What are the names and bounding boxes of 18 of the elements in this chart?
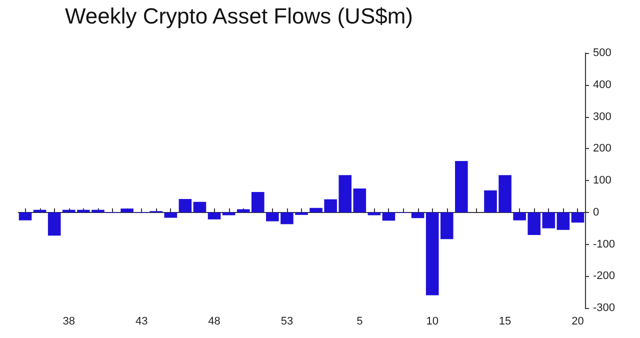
x-tick-label: 5 bbox=[356, 316, 363, 328]
y-tick-label: -100 bbox=[593, 238, 616, 250]
y-tick-label: -200 bbox=[593, 270, 616, 282]
y-tick-label: -300 bbox=[593, 302, 616, 314]
x-tick-label: 15 bbox=[498, 316, 512, 328]
x-tick-label: 10 bbox=[426, 316, 438, 328]
x-tick-label: 20 bbox=[572, 316, 584, 328]
x-tick-label: 48 bbox=[208, 316, 220, 328]
y-tick-label: 100 bbox=[593, 174, 612, 186]
y-tick-label: 200 bbox=[593, 142, 612, 155]
x-tick-label: 38 bbox=[62, 316, 76, 328]
y-tick-label: 500 bbox=[593, 47, 612, 59]
y-tick-label: 0 bbox=[593, 206, 600, 218]
chart-title: Weekly Crypto Asset Flows (US$m) bbox=[65, 4, 414, 28]
y-tick-label: 400 bbox=[593, 78, 612, 91]
x-tick-label: 53 bbox=[280, 316, 294, 328]
y-tick-label: 300 bbox=[593, 110, 612, 123]
x-tick-label: 43 bbox=[135, 316, 148, 328]
